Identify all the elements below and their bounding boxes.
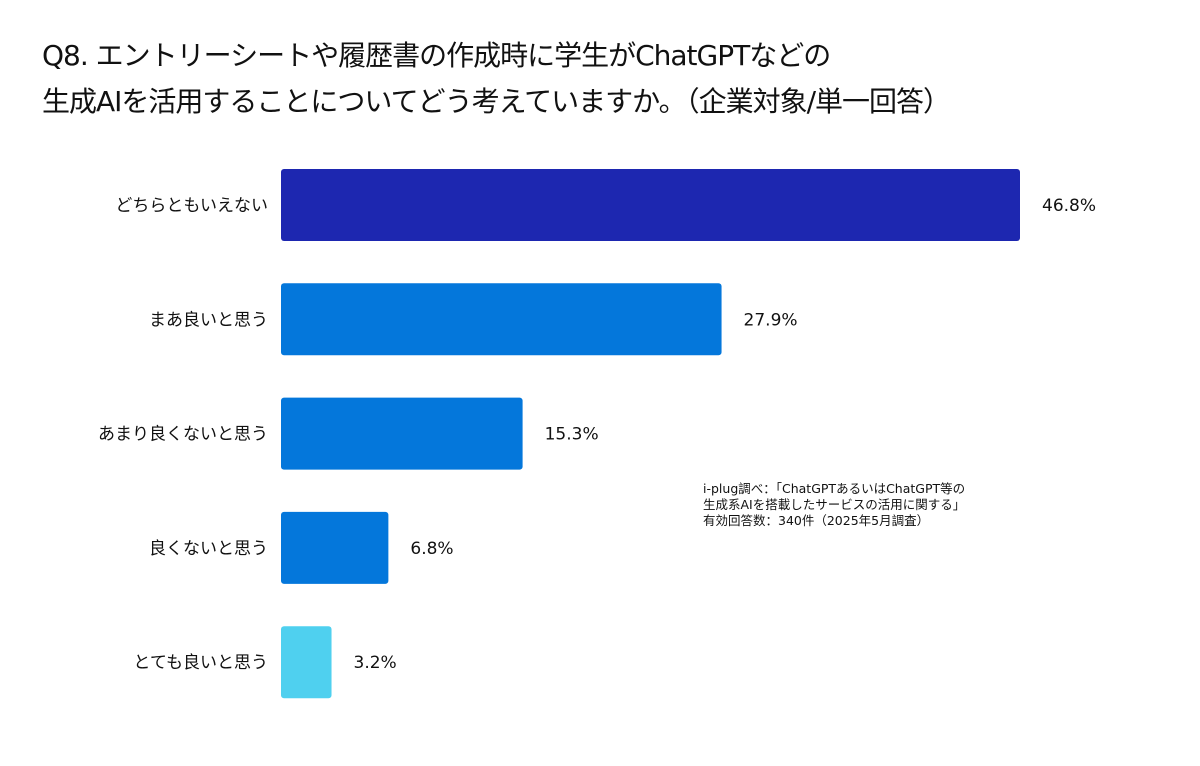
source-note-line: 有効回答数：340件（2025年5月調査） <box>703 513 930 528</box>
category-label: あまり良くないと思う <box>98 425 268 445</box>
bar <box>281 397 523 470</box>
bar <box>281 626 332 699</box>
category-label: 良くないと思う <box>149 539 268 559</box>
source-note: i-plug調べ：「ChatGPTあるいはChatGPT等の 生成系AIを搭載し… <box>703 481 965 529</box>
bar <box>281 169 1020 241</box>
category-label: とても良いと思う <box>133 653 268 673</box>
value-label: 46.8% <box>1042 196 1096 216</box>
category-label: まあ良いと思う <box>149 310 268 330</box>
source-note-line: i-plug調べ：「ChatGPTあるいはChatGPT等の <box>703 481 966 496</box>
chart-title-line-2: 生成AIを活用することについてどう考えていますか。（企業対象/単一回答） <box>42 85 951 118</box>
bar <box>281 511 389 584</box>
category-label: どちらともいえない <box>115 196 268 216</box>
value-label: 27.9% <box>744 310 798 330</box>
source-note-line: 生成系AIを搭載したサービスの活用に関する」 <box>703 497 966 512</box>
value-label: 3.2% <box>354 653 397 673</box>
value-label: 6.8% <box>410 539 453 559</box>
value-label: 15.3% <box>545 425 599 445</box>
chart-title-line-1: Q8. エントリーシートや履歴書の作成時に学生がChatGPTなどの <box>42 39 831 72</box>
bar <box>281 283 722 356</box>
